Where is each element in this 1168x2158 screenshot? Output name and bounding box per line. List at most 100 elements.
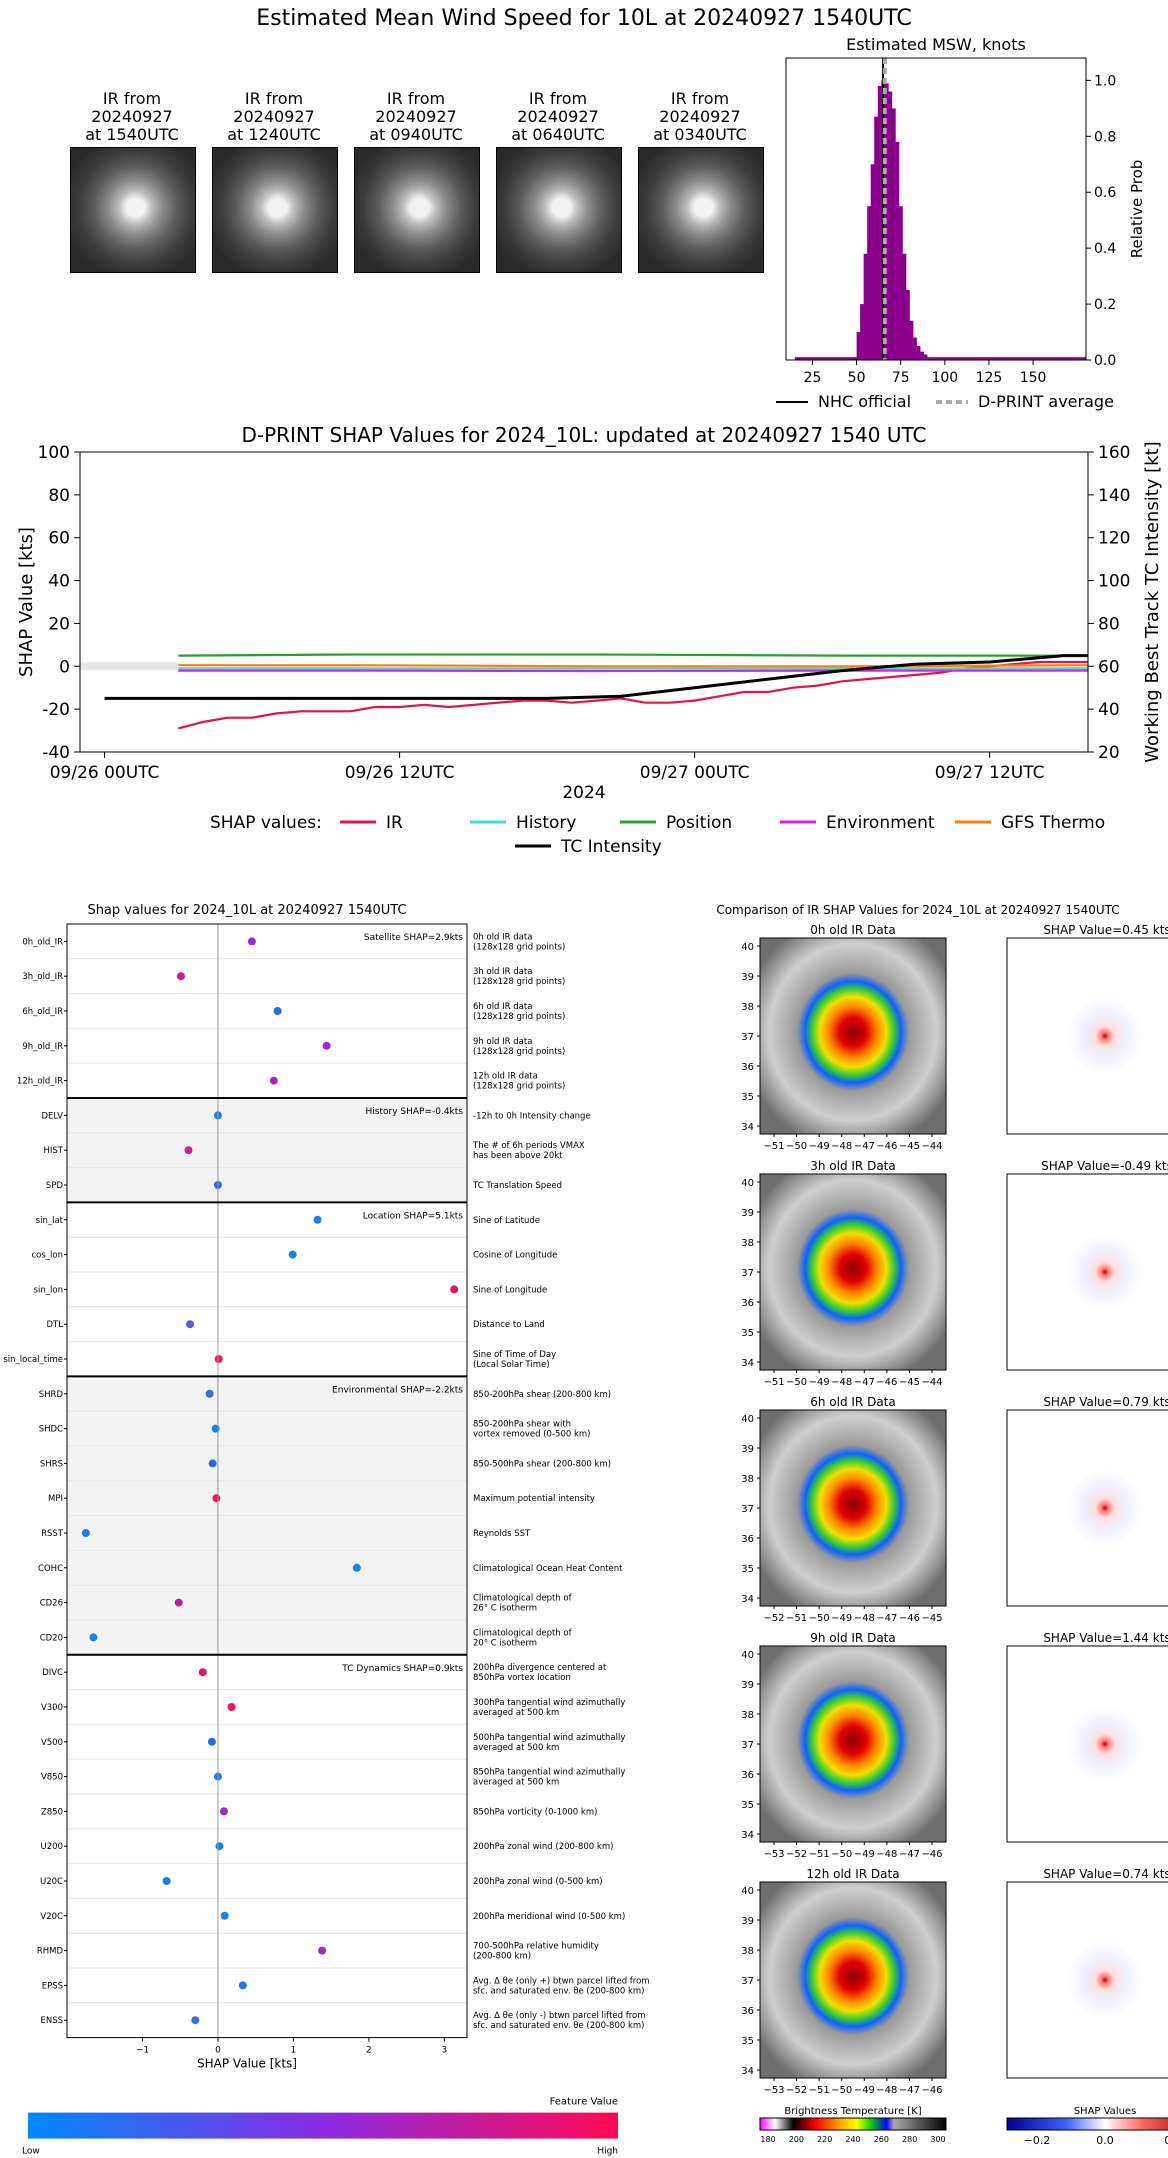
y2-tick-label: 80 [1098, 614, 1120, 634]
y-tick-label: 39 [741, 1916, 754, 1927]
y2-tick-label: 40 [1098, 700, 1120, 720]
x-tick-label: −50 [831, 2085, 852, 2096]
y-tick-label: 38 [741, 1710, 754, 1721]
feature-shap-dot [450, 1285, 459, 1294]
x-tick-label: −48 [831, 1377, 852, 1388]
x-tick-label: −45 [921, 1613, 942, 1624]
shap-colorbar [1006, 2117, 1168, 2131]
bt-colorbar-title: Brightness Temperature [K] [784, 2106, 921, 2117]
x-tick-label: −45 [899, 1141, 920, 1152]
colorbar-high-label: High [597, 2147, 618, 2157]
ir-thumb-caption: IR from 20240927 at 1240UTC [227, 89, 321, 144]
x-tick-label: 09/26 12UTC [345, 763, 455, 783]
feature-description: Cosine of Longitude [473, 1251, 557, 1261]
feature-description: TC Translation Speed [472, 1181, 562, 1191]
ir-thumbnail-image [70, 147, 196, 273]
y2-tick-label: 140 [1098, 486, 1130, 506]
y-tick-label: 37 [741, 1976, 754, 1987]
group-label: Environmental SHAP=-2.2kts [332, 1385, 463, 1395]
legend-label: Position [666, 813, 732, 833]
feature-name: SHRD [39, 1390, 64, 1400]
y-tick-label: 39 [741, 972, 754, 983]
feature-description: -12h to 0h Intensity change [473, 1111, 591, 1121]
zero-band [80, 662, 179, 671]
x-tick-label: −46 [876, 1377, 897, 1388]
shap-panel-title: SHAP Value=0.45 kts [1043, 923, 1168, 937]
feature-description: Climatological depth of [473, 1628, 573, 1638]
feature-name: V500 [41, 1738, 63, 1748]
y-tick-label: 38 [741, 1474, 754, 1485]
x-tick-label: −49 [831, 1613, 852, 1624]
y-tick-label: 0 [59, 657, 70, 677]
feature-shap-dot [89, 1633, 98, 1642]
feature-shap-dot [269, 1076, 278, 1085]
feature-description: 200hPa zonal wind (0-500 km) [473, 1877, 603, 1887]
feature-shap-dot [238, 1981, 247, 1990]
feature-shap-dot [214, 1355, 223, 1363]
feature-description: averaged at 500 km [473, 1708, 559, 1718]
feature-description: 20° C isotherm [473, 1638, 537, 1648]
y2-tick-label: 20 [1098, 743, 1120, 763]
x-tick-label: −47 [899, 2085, 920, 2096]
ir-panel-title: 12h old IR Data [806, 1867, 899, 1881]
histogram-bar [927, 357, 937, 360]
shap-panel-title: SHAP Value=0.74 kts [1043, 1867, 1168, 1881]
group-label: History SHAP=-0.4kts [366, 1107, 464, 1117]
bt-tick-label: 220 [817, 2135, 832, 2144]
histogram-bar [863, 253, 868, 360]
y-tick-label: 35 [741, 1800, 754, 1811]
feature-description: has been above 20kt [473, 1151, 563, 1161]
x-tick-label: 150 [1020, 370, 1047, 386]
legend-label: Environment [826, 813, 935, 833]
y-tick-label: 40 [741, 1178, 754, 1189]
x-tick-label: −50 [831, 1849, 852, 1860]
histogram-bar [860, 304, 864, 360]
feature-description: 200hPa zonal wind (200-800 km) [473, 1842, 613, 1852]
y-tick-label: 37 [741, 1268, 754, 1279]
feature-value-colorbar [28, 2112, 618, 2139]
ir-panel-title: 6h old IR Data [810, 1395, 896, 1409]
histogram-bar [794, 357, 804, 360]
shap-panel-image [1006, 1645, 1168, 1843]
legend-label: TC Intensity [560, 837, 662, 857]
x-tick-label: 09/27 00UTC [640, 763, 750, 783]
histogram-bar [891, 108, 896, 360]
y-tick-label: 39 [741, 1444, 754, 1455]
histogram-bar [944, 357, 963, 360]
msw-histogram: Estimated MSW, knots 25 50 75 100 125 150 0.0 0.… [776, 35, 1146, 411]
group-label: Satellite SHAP=2.9kts [364, 933, 463, 943]
bt-tick-label: 240 [845, 2135, 860, 2144]
feature-description: Maximum potential intensity [473, 1494, 595, 1504]
x-tick-label: −52 [786, 2085, 807, 2096]
histogram-bar [906, 290, 910, 360]
feature-description: Reynolds SST [473, 1529, 531, 1539]
feature-shap-dot [215, 1842, 224, 1851]
feature-description: sfc. and saturated env. θe (200-800 km) [473, 2021, 645, 2031]
feature-shap-dot [313, 1215, 322, 1224]
y-tick-label: 100 [38, 443, 70, 463]
feature-shap-dot [322, 1041, 331, 1050]
shap-panel-image [1006, 1881, 1168, 2079]
legend-nhc-label: NHC official [818, 392, 911, 411]
feature-description: Climatological Ocean Heat Content [473, 1564, 623, 1574]
feature-description: (200-800 km) [473, 1952, 531, 1962]
feature-name: sin_lon [34, 1285, 63, 1295]
ir-thumb-caption: IR from 20240927 at 0940UTC [369, 89, 463, 144]
histogram-bar [830, 357, 840, 360]
feature-description: averaged at 500 km [473, 1778, 559, 1788]
histogram-bar [874, 116, 879, 360]
histogram-bar [838, 357, 849, 360]
ir-panel-image [759, 1645, 947, 1843]
histogram-bar [812, 357, 822, 360]
feature-description: Avg. Δ θe (only -) btwn parcel lifted fr… [473, 2011, 646, 2021]
y-tick-label: 20 [48, 614, 70, 634]
histogram-bar [1050, 357, 1069, 360]
x-tick-label: 25 [804, 370, 822, 386]
y2-tick-label: 100 [1098, 572, 1130, 592]
y2-axis-label: Working Best Track TC Intensity [kt] [1142, 441, 1163, 762]
feature-name: COHC [38, 1564, 63, 1574]
feature-description: sfc. and saturated env. θe (200-800 km) [473, 1986, 645, 1996]
feature-shap-dot [198, 1668, 207, 1677]
x-tick-label: 09/26 00UTC [50, 763, 160, 783]
x-tick-label: 100 [931, 370, 958, 386]
